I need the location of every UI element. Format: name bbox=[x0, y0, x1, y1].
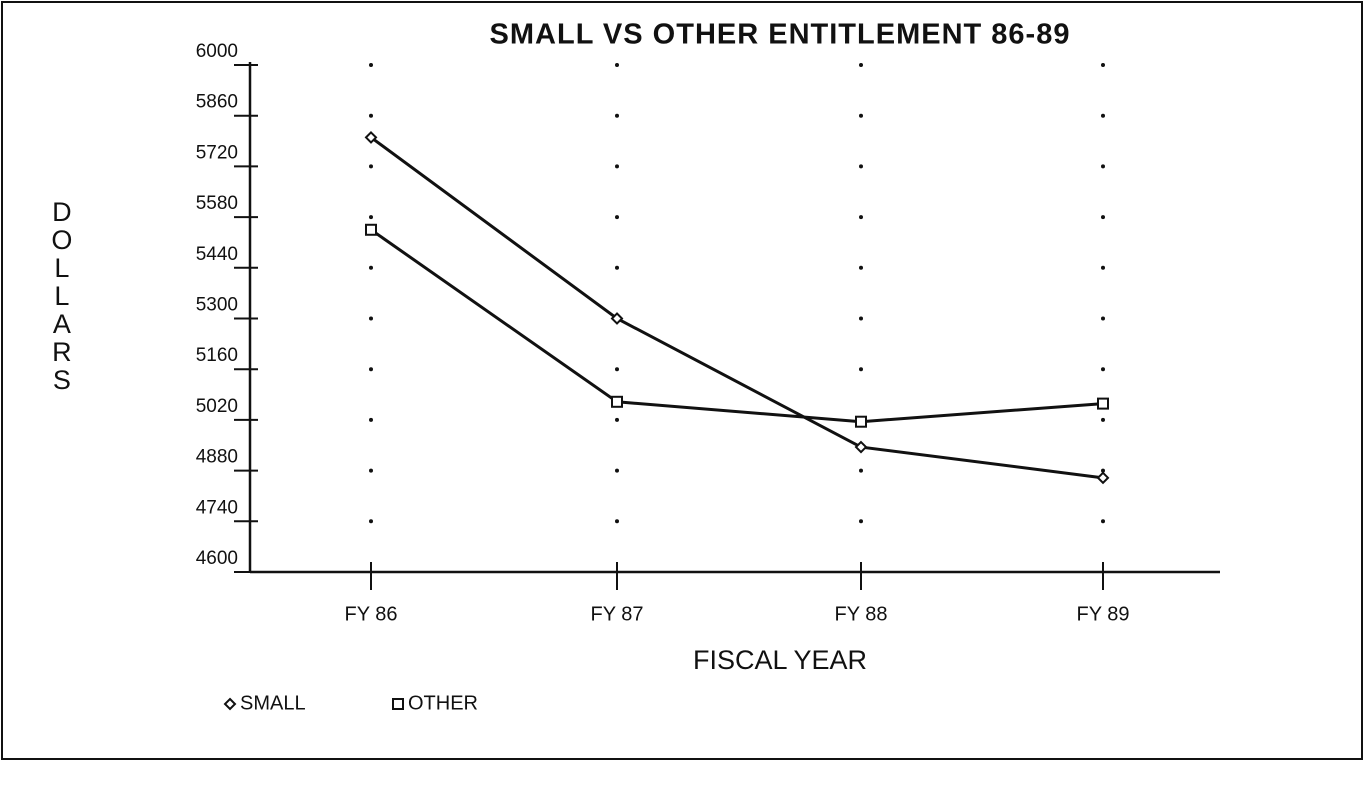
grid-dot bbox=[1101, 417, 1105, 422]
grid-dot bbox=[369, 468, 373, 473]
y-tick-label: 5020 bbox=[196, 396, 238, 417]
grid-dot bbox=[859, 215, 863, 220]
grid-dot bbox=[615, 215, 619, 220]
grid-dot bbox=[1101, 367, 1105, 372]
grid-dot bbox=[369, 417, 373, 422]
grid-dot bbox=[859, 63, 863, 67]
grid-dot bbox=[1101, 519, 1105, 524]
x-axis-label: FISCAL YEAR bbox=[693, 645, 867, 675]
grid-dot bbox=[1101, 468, 1105, 473]
grid-dot bbox=[859, 468, 863, 473]
marker bbox=[1097, 397, 1109, 410]
grid-dot bbox=[859, 113, 863, 118]
legend-label: OTHER bbox=[408, 692, 478, 714]
grid-dot bbox=[615, 367, 619, 372]
grid-dot bbox=[369, 164, 373, 169]
y-tick-label: 5580 bbox=[196, 193, 238, 214]
legend-label: SMALL bbox=[240, 692, 306, 714]
grid-dot bbox=[859, 164, 863, 169]
grid-dot bbox=[615, 519, 619, 524]
grid-dot bbox=[1101, 265, 1105, 270]
grid-dot bbox=[615, 468, 619, 473]
marker bbox=[610, 312, 624, 325]
grid-dot bbox=[369, 367, 373, 372]
marker bbox=[392, 698, 404, 710]
chart-title: SMALL VS OTHER ENTITLEMENT 86-89 bbox=[490, 19, 1071, 51]
grid-dot bbox=[615, 63, 619, 67]
marker bbox=[364, 131, 378, 144]
x-tick-label: FY 87 bbox=[591, 603, 644, 625]
y-tick-label: 4600 bbox=[196, 548, 238, 569]
marker bbox=[223, 697, 237, 711]
grid-dot bbox=[1101, 63, 1105, 67]
frame bbox=[1, 1, 1363, 760]
grid-dot bbox=[369, 265, 373, 270]
grid-dot bbox=[859, 367, 863, 372]
grid-dot bbox=[859, 265, 863, 270]
grid-dot bbox=[1101, 316, 1105, 321]
x-tick-label: FY 89 bbox=[1077, 603, 1130, 625]
grid-dot bbox=[1101, 164, 1105, 169]
y-tick-label: 4740 bbox=[196, 497, 238, 518]
series-line bbox=[370, 228, 1104, 424]
grid-dot bbox=[859, 316, 863, 321]
grid-dot bbox=[615, 417, 619, 422]
grid-dot bbox=[1101, 215, 1105, 220]
y-tick-label: 5720 bbox=[196, 142, 238, 163]
grid-dot bbox=[859, 519, 863, 524]
y-axis-label: DOLLARS bbox=[47, 197, 77, 393]
x-tick-label: FY 88 bbox=[835, 603, 888, 625]
grid-dot bbox=[615, 113, 619, 118]
y-tick-label: 5440 bbox=[196, 244, 238, 265]
grid-dot bbox=[369, 316, 373, 321]
marker bbox=[1096, 471, 1110, 485]
y-tick-label: 5300 bbox=[196, 295, 238, 316]
marker bbox=[611, 395, 623, 408]
marker bbox=[365, 223, 377, 236]
grid-dot bbox=[369, 215, 373, 220]
y-tick-label: 5160 bbox=[196, 345, 238, 366]
y-tick-label: 4880 bbox=[196, 447, 238, 468]
y-tick-label: 5860 bbox=[196, 92, 238, 113]
series-line bbox=[370, 136, 1104, 480]
grid-dot bbox=[369, 113, 373, 118]
x-tick-label: FY 86 bbox=[345, 603, 398, 625]
grid-dot bbox=[615, 164, 619, 169]
grid-dot bbox=[1101, 113, 1105, 118]
grid-dot bbox=[615, 265, 619, 270]
y-tick-label: 6000 bbox=[196, 41, 238, 62]
marker bbox=[854, 440, 868, 454]
grid-dot bbox=[369, 63, 373, 67]
grid-dot bbox=[369, 519, 373, 524]
marker bbox=[855, 415, 867, 428]
